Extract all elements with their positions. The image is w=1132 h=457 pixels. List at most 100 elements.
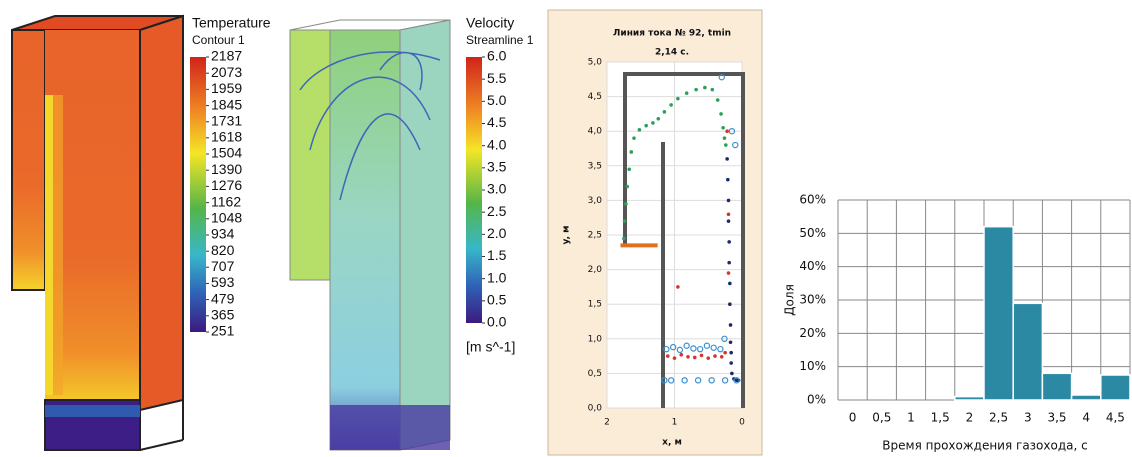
point <box>708 377 715 384</box>
y-tick-label: 2,5 <box>588 231 602 241</box>
point <box>727 260 731 265</box>
y-tick-label: 2,0 <box>588 265 603 275</box>
point <box>728 323 733 327</box>
point <box>726 198 731 203</box>
point <box>721 335 728 342</box>
x-tick-label: 3,5 <box>1047 411 1066 425</box>
colorbar-tick-label: 6.0 <box>487 48 507 64</box>
y-tick-label: 5,0 <box>588 58 603 68</box>
colorbar-tick-label: 934 <box>211 226 235 242</box>
point <box>684 91 689 95</box>
colorbar-tick-label: 4.0 <box>487 136 507 152</box>
point <box>690 345 697 352</box>
point <box>729 350 733 355</box>
point <box>728 340 733 345</box>
colorbar-tick-label: 2187 <box>211 48 242 64</box>
point <box>703 85 707 90</box>
point <box>625 184 630 189</box>
point <box>726 271 731 275</box>
point <box>683 342 690 349</box>
colorbar-tick-label: 365 <box>211 307 235 323</box>
point <box>676 285 680 289</box>
point <box>723 350 727 355</box>
y-axis-label: Доля <box>783 284 797 316</box>
point <box>719 354 724 359</box>
point <box>726 212 731 217</box>
bar <box>983 225 1014 401</box>
y-tick-label: 4,0 <box>588 127 603 137</box>
point <box>715 98 720 102</box>
colorbar-subtitle: Contour 1 <box>192 33 245 47</box>
point <box>694 377 702 384</box>
colorbar-tick-label: 1731 <box>211 112 242 128</box>
duct-wall <box>623 72 745 408</box>
y-tick-label: 3,0 <box>588 196 603 206</box>
colorbar-tick-label: 251 <box>211 323 235 339</box>
colorbar-tick-label: 593 <box>211 274 235 290</box>
point <box>667 377 675 384</box>
point <box>696 345 704 353</box>
y-tick-label: 20% <box>799 326 826 340</box>
colorbar-tick-label: 1276 <box>211 177 242 193</box>
point <box>661 377 668 384</box>
point <box>622 219 627 223</box>
point <box>699 353 704 358</box>
x-tick-label: 1 <box>907 411 915 425</box>
point <box>722 136 727 140</box>
y-tick-label: 50% <box>799 226 826 240</box>
point <box>710 87 715 92</box>
y-tick-label: 1,0 <box>588 334 603 344</box>
point <box>656 116 661 121</box>
colorbar-tick-label: 1504 <box>211 145 242 161</box>
point <box>637 128 642 132</box>
x-tick-label: 4 <box>1082 411 1090 425</box>
point <box>622 236 626 241</box>
colorbar-tick-label: 707 <box>211 258 235 274</box>
y-tick-label: 3,5 <box>588 161 602 171</box>
colorbar-tick-label: 479 <box>211 290 235 306</box>
y-tick-label: 0,0 <box>588 404 603 414</box>
point <box>728 281 732 286</box>
colorbar-unit: [m s^-1] <box>466 339 515 355</box>
point <box>728 302 732 307</box>
colorbar-tick-label: 4.5 <box>487 114 507 130</box>
point <box>727 240 731 244</box>
point <box>730 371 734 376</box>
colorbar-tick-label: 2.0 <box>487 225 507 241</box>
bar <box>1070 394 1102 401</box>
point <box>721 125 725 130</box>
y-tick-label: 40% <box>799 259 826 273</box>
y-tick-label: 0,5 <box>588 369 602 379</box>
colorbar <box>190 57 206 332</box>
point <box>686 354 690 359</box>
colorbar-tick-label: 5.0 <box>487 92 507 108</box>
bar <box>954 395 985 401</box>
temperature-render <box>11 14 184 451</box>
point <box>624 202 628 206</box>
x-tick-label: 2,5 <box>989 411 1008 425</box>
chart-title: Линия тока № 92, tmin <box>613 29 731 39</box>
y-tick-label: 60% <box>799 193 826 207</box>
colorbar-subtitle: Streamline 1 <box>466 33 534 47</box>
x-tick-label: 0 <box>739 418 745 428</box>
y-axis-label: y, м <box>562 225 572 244</box>
point <box>694 87 698 92</box>
colorbar-tick-label: 1.5 <box>487 247 507 263</box>
point <box>663 345 670 353</box>
point <box>703 342 711 349</box>
point <box>669 343 677 351</box>
point <box>669 103 673 107</box>
point <box>726 219 731 223</box>
point <box>665 354 670 358</box>
point <box>726 177 730 182</box>
x-tick-label: 1,5 <box>931 411 950 425</box>
point <box>692 355 697 360</box>
point <box>651 121 655 125</box>
x-tick-label: 2 <box>604 418 610 428</box>
colorbar-tick-label: 0.5 <box>487 292 507 308</box>
colorbar-tick-label: 820 <box>211 242 235 258</box>
colorbar-tick-label: 1959 <box>211 80 242 96</box>
point <box>706 356 711 360</box>
point <box>732 141 739 149</box>
bar <box>1041 372 1073 401</box>
